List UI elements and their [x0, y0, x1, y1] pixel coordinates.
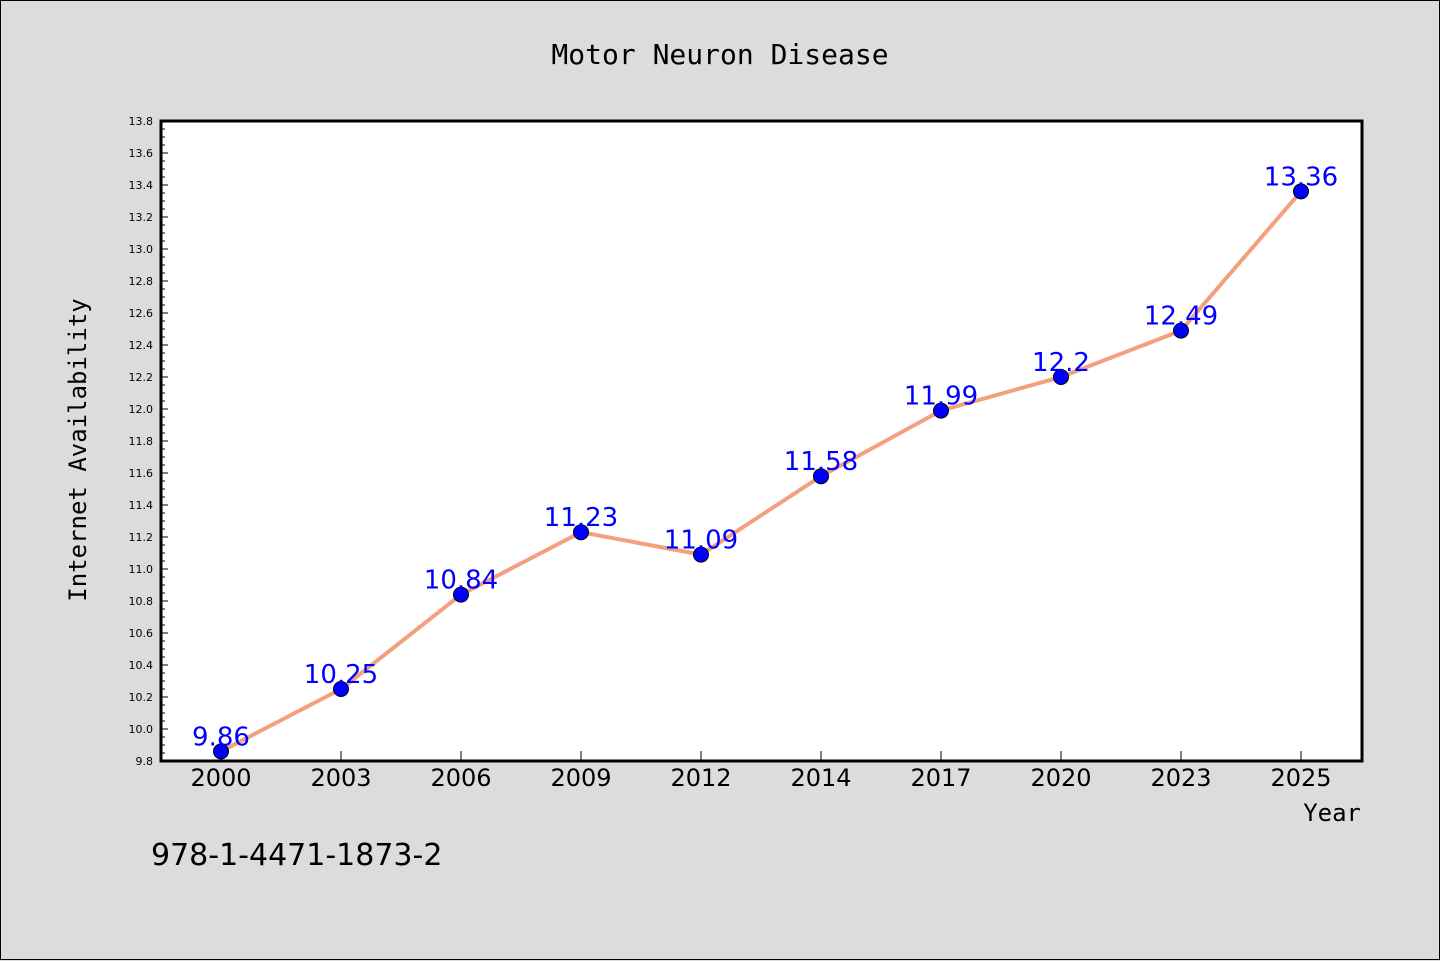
x-tick-label: 2012 [670, 764, 731, 792]
y-tick-label: 12.0 [129, 403, 154, 416]
y-axis-label: Internet Availability [64, 298, 92, 601]
y-tick-label: 10.6 [129, 627, 154, 640]
data-label: 9.86 [192, 722, 250, 752]
y-tick-label: 10.2 [129, 691, 154, 704]
data-point [333, 681, 349, 697]
y-tick-label: 12.2 [129, 371, 154, 384]
data-label: 11.58 [784, 447, 858, 477]
y-tick-label: 11.6 [129, 467, 154, 480]
y-tick-label: 11.8 [129, 435, 154, 448]
x-axis: 2000 2003 2006 2009 2012 2014 2017 2020 2023 2025 [190, 751, 1332, 792]
chart-title: Motor Neuron Disease [551, 38, 888, 71]
y-tick-label: 10.0 [129, 723, 154, 736]
y-tick-label: 11.4 [129, 499, 154, 512]
data-point [1173, 322, 1189, 339]
data-point [693, 546, 709, 563]
x-tick-label: 2020 [1030, 764, 1091, 792]
x-tick-label: 2017 [910, 764, 971, 792]
y-tick-label: 13.0 [129, 243, 154, 256]
data-point [573, 524, 589, 541]
data-point [1293, 183, 1309, 200]
x-tick-label: 2009 [550, 764, 611, 792]
series-line [220, 190, 1303, 754]
x-tick-label: 2025 [1270, 764, 1331, 792]
y-tick-label: 13.2 [129, 211, 154, 224]
data-label: 11.23 [544, 503, 618, 533]
x-tick-label: 2023 [1150, 764, 1211, 792]
data-point [213, 743, 229, 760]
data-point [933, 402, 949, 419]
data-label: 10.84 [424, 566, 498, 596]
data-point [453, 586, 469, 603]
data-label: 10.25 [304, 660, 378, 690]
data-label: 12.49 [1144, 302, 1218, 332]
data-point [1053, 369, 1069, 385]
y-tick-label: 12.4 [129, 339, 154, 352]
series: 9.86 10.25 10.84 11.23 11.09 11.58 11.99 12.2 12… [192, 162, 1338, 760]
x-axis-label: Year [1303, 799, 1361, 827]
x-tick-label: 2014 [790, 764, 851, 792]
x-tick-label: 2003 [310, 764, 371, 792]
data-label: 12.2 [1032, 348, 1090, 378]
y-tick-label: 13.4 [129, 179, 154, 192]
footnote-isbn: 978-1-4471-1873-2 [151, 838, 442, 873]
y-tick-label: 13.6 [129, 147, 154, 160]
y-tick-label: 11.2 [129, 531, 154, 544]
data-label: 13.36 [1264, 162, 1338, 192]
data-label: 11.99 [904, 382, 978, 412]
y-tick-label: 11.0 [129, 563, 154, 576]
y-tick-label: 12.6 [129, 307, 154, 320]
y-axis: 9.8 10.0 10.2 10.4 10.6 10.8 11.0 11.2 11.4 11.6 1… [129, 115, 168, 768]
y-tick-label: 10.8 [129, 595, 154, 608]
x-tick-label: 2000 [190, 764, 251, 792]
plot-area [159, 119, 1364, 763]
y-tick-label: 12.8 [129, 275, 154, 288]
data-label: 11.09 [664, 526, 738, 556]
data-point [813, 468, 829, 485]
y-tick-label: 13.8 [129, 115, 154, 128]
y-tick-label: 9.8 [136, 755, 154, 768]
x-tick-label: 2006 [430, 764, 491, 792]
y-tick-label: 10.4 [129, 659, 154, 672]
